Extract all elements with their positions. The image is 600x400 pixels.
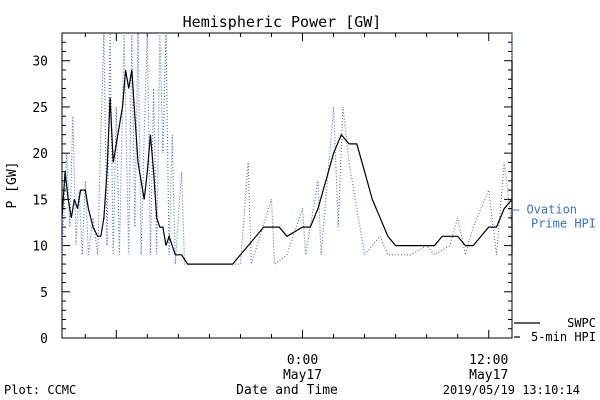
x-tick-date-label: May17 [283, 368, 322, 383]
y-tick-label: 5 [40, 286, 48, 301]
legend-swpc-label: SWPC [567, 316, 596, 330]
y-tick-label: 10 [32, 240, 48, 255]
legend-ovation-label: – Ovation [512, 203, 577, 217]
x-tick-time-label: 12:00 [469, 353, 508, 368]
y-tick-label: 25 [32, 101, 48, 116]
y-tick-label: 15 [32, 193, 48, 208]
y-tick-label: 20 [32, 147, 48, 162]
x-tick-date-label: May17 [469, 368, 508, 383]
legend-swpc-label-2: 5-min HPI [531, 330, 596, 344]
series-layer [61, 32, 513, 266]
y-axis-label: P [GW] [5, 162, 20, 209]
plot-timestamp: 2019/05/19 13:10:14 [443, 383, 580, 397]
series-line-ovation [61, 32, 513, 266]
y-tick-label: 0 [40, 332, 48, 347]
x-tick-time-label: 0:00 [287, 353, 318, 368]
y-axis: 0 5 10 15 20 25 30 [32, 32, 512, 347]
y-tick-label: 30 [32, 55, 48, 70]
chart-title: Hemispheric Power [GW] [183, 13, 382, 31]
x-axis-label: Date and Time [236, 383, 338, 398]
x-axis: 0:00May1712:00May170:00May1812:00May180:… [84, 33, 508, 383]
series-line-swpc [61, 60, 513, 265]
legend-ovation-label-2: Prime HPI [531, 217, 596, 231]
plot-credit: Plot: CCMC [4, 383, 76, 397]
